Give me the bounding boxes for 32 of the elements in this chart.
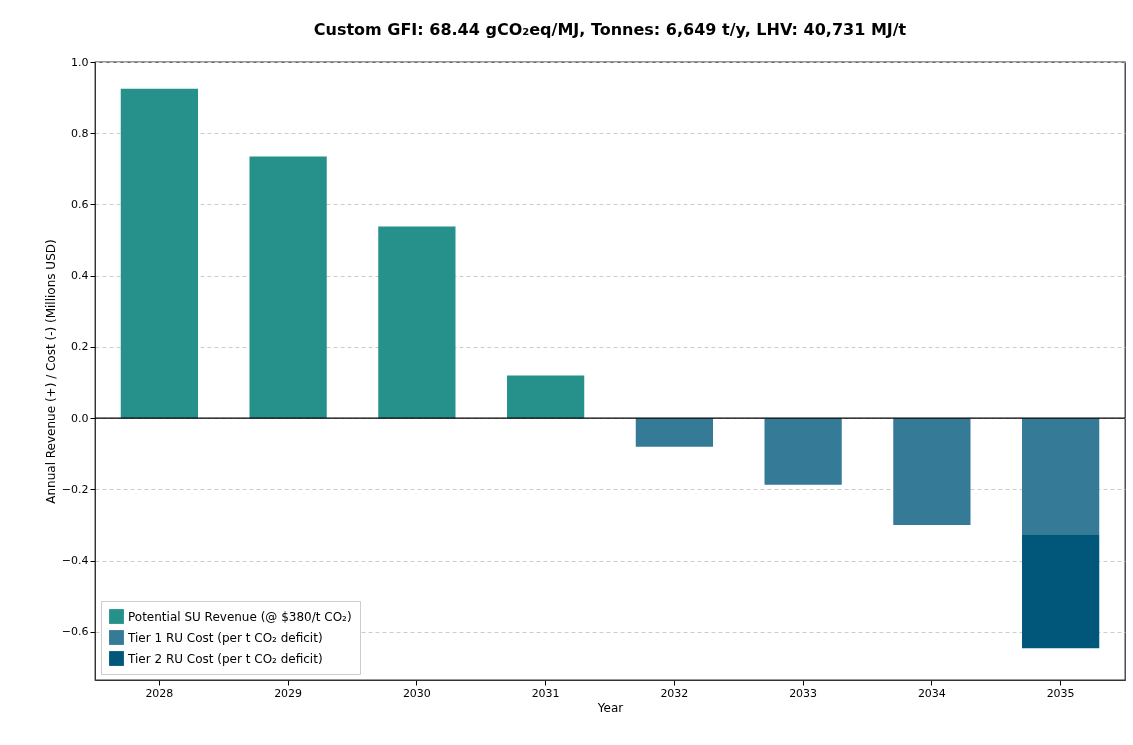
x-tick-label: 2033	[789, 686, 818, 700]
y-tick-label: 0.0	[71, 411, 89, 425]
bar	[249, 156, 327, 419]
chart-title: Custom GFI: 68.44 gCO₂eq/MJ, Tonnes: 6,649 t/y, LHV: 40,731 MJ/t	[313, 20, 907, 39]
legend-label: Tier 1 RU Cost (per t CO₂ deficit)	[127, 630, 323, 645]
y-tick-label: −0.4	[61, 554, 89, 568]
x-tick-label: 2035	[1046, 686, 1075, 700]
y-tick-label: 0.4	[71, 269, 89, 283]
y-tick-label: 0.8	[71, 126, 89, 140]
y-axis-title: Annual Revenue (+) / Cost (-) (Millions USD)	[43, 239, 58, 504]
legend-label: Potential SU Revenue (@ $380/t CO₂)	[128, 609, 352, 624]
bar	[764, 418, 842, 485]
bar	[507, 375, 585, 419]
x-axis-title: Year	[596, 700, 624, 715]
legend-label: Tier 2 RU Cost (per t CO₂ deficit)	[127, 651, 323, 666]
y-tick-label: −0.6	[61, 625, 89, 639]
x-tick-label: 2034	[917, 686, 946, 700]
bar	[635, 418, 713, 447]
y-tick-label: 1.0	[71, 55, 89, 69]
bar	[893, 418, 971, 526]
x-tick-label: 2030	[402, 686, 431, 700]
bar	[1022, 418, 1100, 535]
y-tick-label: 0.2	[71, 340, 89, 354]
x-tick-label: 2031	[531, 686, 560, 700]
bar	[378, 226, 456, 419]
y-tick-label: −0.2	[61, 482, 89, 496]
x-tick-label: 2029	[274, 686, 303, 700]
x-tick-label: 2028	[145, 686, 174, 700]
y-tick-label: 0.6	[71, 197, 89, 211]
bar	[1022, 534, 1100, 649]
x-tick-label: 2032	[660, 686, 689, 700]
bar	[120, 88, 198, 419]
